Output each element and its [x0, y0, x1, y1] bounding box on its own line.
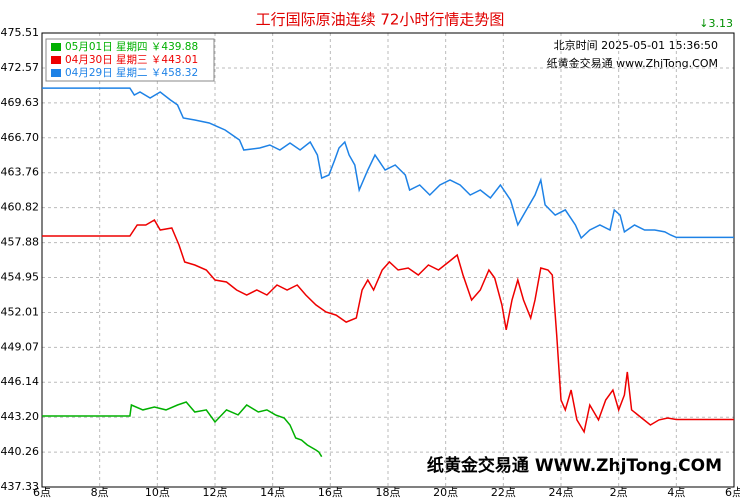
y-tick-label: 440.26: [1, 445, 40, 458]
chart-title: 工行国际原油连续 72小时行情走势图: [256, 11, 505, 29]
y-tick-label: 446.14: [1, 375, 40, 388]
legend-swatch: [51, 43, 61, 51]
x-tick-label: 4点: [667, 486, 685, 499]
y-tick-label: 475.51: [1, 26, 40, 39]
x-tick-label: 8点: [91, 486, 109, 499]
x-tick-label: 20点: [433, 486, 458, 499]
x-tick-label: 16点: [318, 486, 343, 499]
x-tick-label: 2点: [610, 486, 628, 499]
time-label: 北京时间 2025-05-01 15:36:50: [554, 38, 718, 52]
x-tick-label: 6点: [725, 486, 740, 499]
legend-label: 05月01日 星期四 ￥439.88: [65, 41, 198, 53]
y-tick-label: 443.20: [1, 410, 40, 423]
watermark: 纸黄金交易通 WWW.ZhjTong.COM: [427, 455, 722, 476]
price-line: [42, 218, 734, 434]
price-line: [42, 401, 323, 458]
y-tick-label: 460.82: [1, 201, 40, 214]
y-tick-label: 463.76: [1, 166, 40, 179]
y-tick-label: 437.33: [1, 480, 40, 493]
x-tick-label: 6点: [33, 486, 51, 499]
y-tick-label: 449.07: [1, 340, 40, 353]
price-line: [42, 87, 734, 240]
x-tick-label: 12点: [203, 486, 228, 499]
legend-swatch: [51, 56, 61, 64]
plot-border: [41, 32, 735, 488]
x-tick-label: 18点: [376, 486, 401, 499]
legend-label: 04月30日 星期三 ￥443.01: [65, 54, 198, 66]
x-tick-label: 14点: [260, 486, 285, 499]
x-tick-label: 24点: [549, 486, 574, 499]
y-tick-label: 452.01: [1, 305, 40, 318]
y-tick-label: 454.95: [1, 270, 40, 283]
change-label: ↓3.13: [699, 17, 733, 30]
legend-box: [45, 38, 215, 82]
y-tick-label: 472.57: [1, 61, 40, 74]
site-label: 纸黄金交易通 www.ZhjTong.COM: [547, 56, 718, 70]
y-tick-label: 457.88: [1, 236, 40, 249]
x-tick-label: 22点: [491, 486, 516, 499]
legend-label: 04月29日 星期二 ￥458.32: [65, 67, 198, 79]
y-tick-label: 469.63: [1, 96, 40, 109]
legend-swatch: [51, 69, 61, 77]
y-tick-label: 466.70: [1, 131, 40, 144]
x-tick-label: 10点: [145, 486, 170, 499]
